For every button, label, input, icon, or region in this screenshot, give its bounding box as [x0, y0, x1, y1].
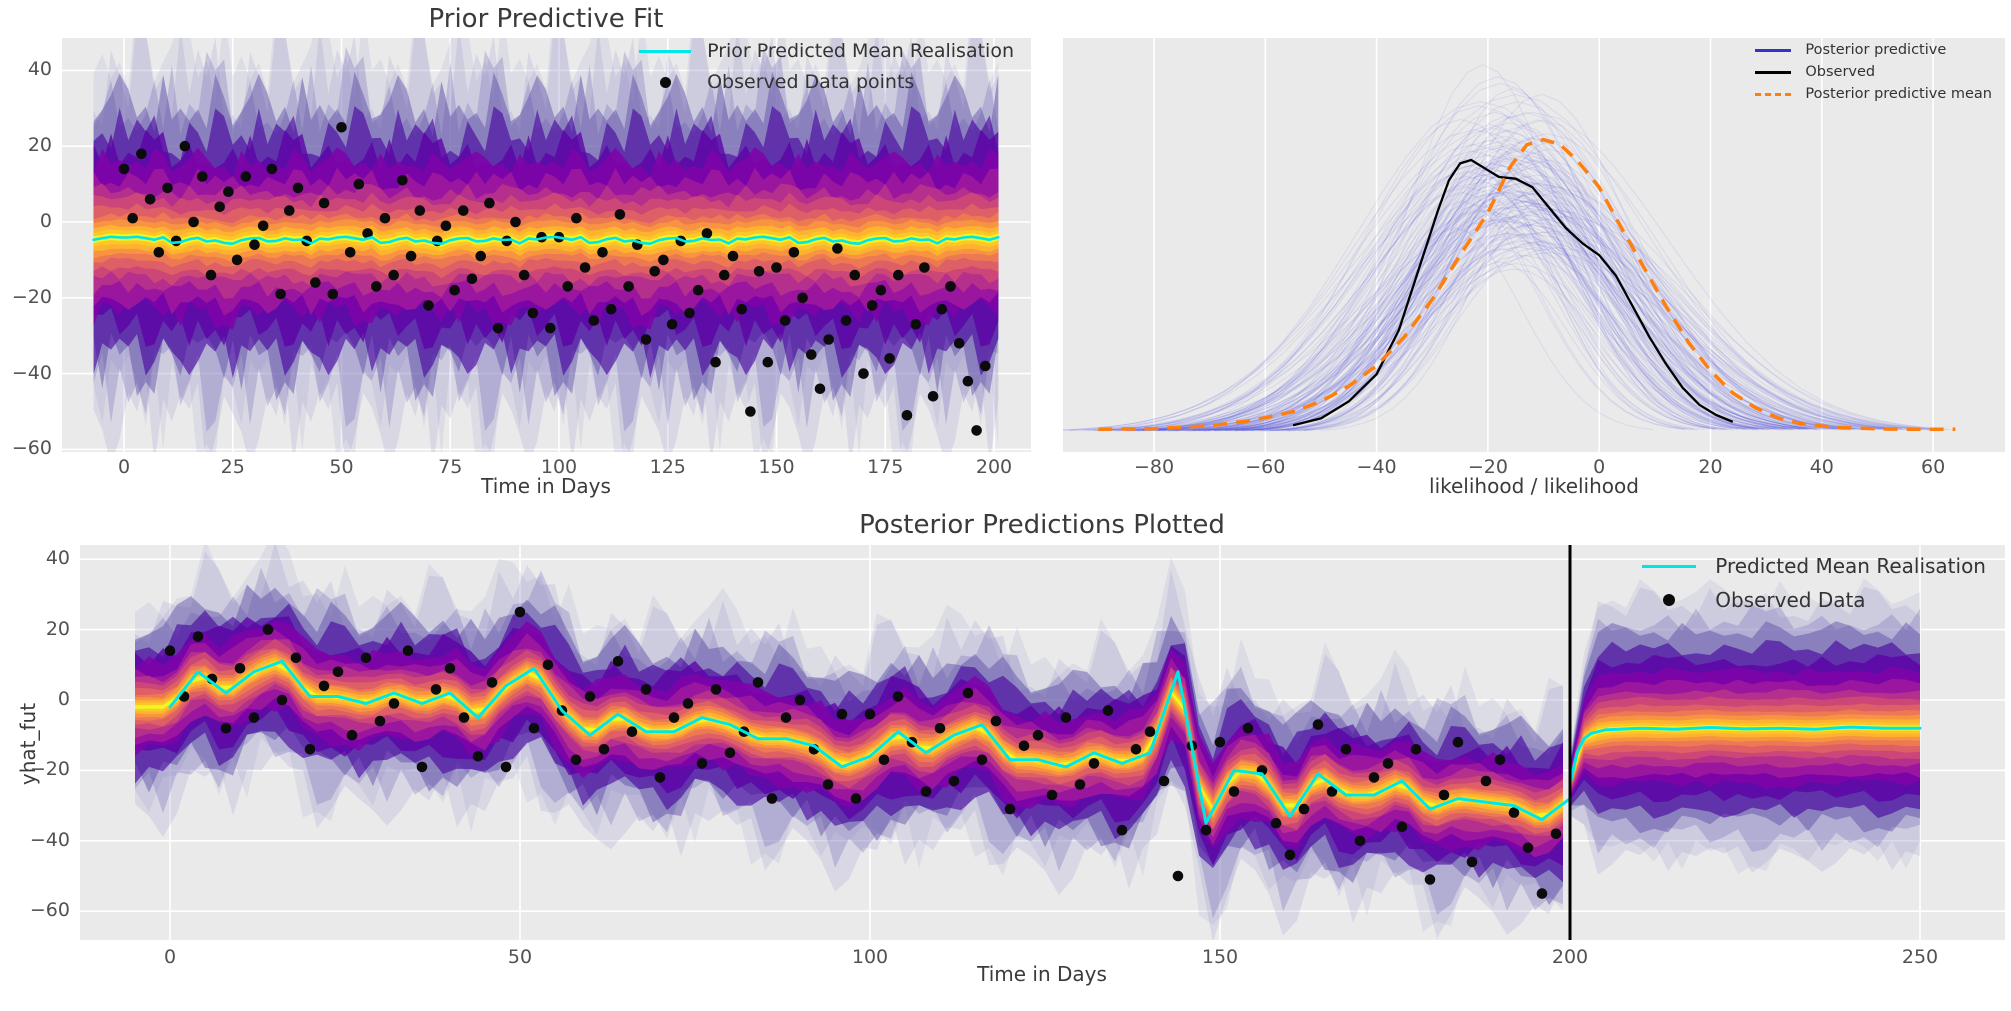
legend-row: Posterior predictive	[1751, 42, 1946, 58]
posterior-panel-title: Posterior Predictions Plotted	[859, 510, 1225, 540]
x-tick-label: −20	[1467, 456, 1508, 478]
y-tick-label: 40	[45, 547, 70, 570]
orange-dash-swatch	[1751, 92, 1795, 96]
y-tick-label: −40	[29, 828, 70, 851]
prior-legend: Prior Predicted Mean Realisation Observe…	[635, 40, 1014, 102]
x-tick-label: 150	[758, 456, 795, 478]
y-tick-label: −60	[11, 437, 52, 460]
x-tick-label: 20	[1698, 456, 1723, 478]
likelihood-legend: Posterior predictive Observed Posterior …	[1751, 42, 1992, 108]
legend-label: Predicted Mean Realisation	[1715, 554, 1986, 578]
prior-plot-area	[62, 38, 1031, 452]
x-tick-label: −80	[1133, 456, 1175, 478]
prior-xlabel: Time in Days	[481, 474, 611, 498]
legend-label: Posterior predictive	[1805, 42, 1947, 58]
y-tick-label: −20	[29, 758, 70, 781]
posterior-xlabel: Time in Days	[977, 962, 1107, 986]
cyan-line-swatch	[635, 49, 695, 53]
legend-label: Observed	[1805, 64, 1876, 80]
cyan-line-swatch	[1637, 564, 1701, 568]
x-tick-label: 100	[851, 946, 889, 968]
y-tick-label: 0	[39, 210, 52, 232]
posterior-plot-area	[80, 545, 2005, 940]
y-tick-label: −40	[11, 361, 52, 384]
dot-swatch	[635, 76, 695, 88]
prior-chart-canvas	[62, 38, 1031, 452]
x-tick-label: 125	[649, 456, 686, 478]
y-tick-label: 0	[57, 688, 70, 710]
x-tick-label: −60	[1245, 456, 1286, 478]
likelihood-xlabel: likelihood / likelihood	[1429, 474, 1639, 498]
likelihood-plot-area	[1063, 38, 2005, 452]
y-tick-label: 40	[27, 58, 52, 81]
legend-label: Prior Predicted Mean Realisation	[707, 40, 1014, 62]
prior-panel-title: Prior Predictive Fit	[428, 4, 664, 34]
legend-label: Posterior predictive mean	[1805, 86, 1992, 102]
x-tick-label: 0	[1593, 456, 1606, 478]
legend-row: Observed	[1751, 64, 1875, 80]
legend-label: Observed Data points	[707, 71, 915, 93]
y-tick-label: −60	[29, 899, 70, 922]
x-tick-label: 200	[975, 456, 1013, 478]
y-tick-label: 20	[27, 134, 52, 157]
likelihood-chart-canvas	[1063, 38, 1956, 452]
legend-row: Prior Predicted Mean Realisation	[635, 40, 1014, 62]
x-tick-label: 150	[1201, 946, 1239, 968]
legend-row: Posterior predictive mean	[1751, 86, 1992, 102]
posterior-chart-canvas	[80, 545, 2005, 940]
black-line-swatch	[1751, 70, 1795, 74]
x-tick-label: 60	[1921, 456, 1946, 478]
y-tick-label: 20	[45, 617, 70, 640]
x-tick-label: 175	[867, 456, 904, 478]
x-tick-label: 200	[1551, 946, 1589, 968]
blue-line-swatch	[1751, 48, 1795, 52]
x-tick-label: 100	[540, 456, 578, 478]
x-tick-label: 40	[1809, 456, 1834, 478]
dot-swatch	[1637, 594, 1701, 606]
legend-label: Observed Data	[1715, 588, 1866, 612]
legend-row: Predicted Mean Realisation	[1637, 554, 1986, 578]
legend-row: Observed Data	[1637, 588, 1866, 612]
y-tick-label: −20	[11, 285, 52, 308]
x-tick-label: −40	[1356, 456, 1397, 478]
x-tick-label: 50	[507, 946, 533, 968]
x-tick-label: 50	[329, 456, 354, 478]
legend-row: Observed Data points	[635, 71, 914, 93]
x-tick-label: 0	[163, 946, 177, 968]
x-tick-label: 250	[1901, 946, 1939, 968]
posterior-legend: Predicted Mean Realisation Observed Data	[1637, 554, 1986, 622]
x-tick-label: 75	[438, 456, 463, 478]
x-tick-label: 0	[117, 456, 131, 478]
x-tick-label: 25	[220, 456, 245, 478]
